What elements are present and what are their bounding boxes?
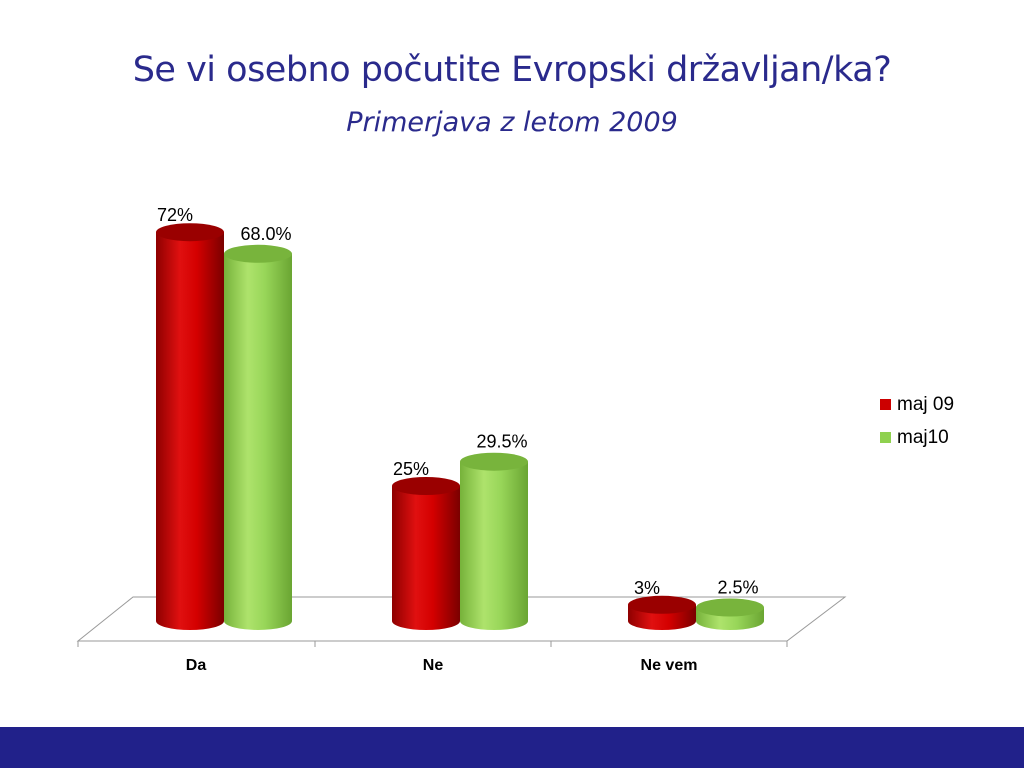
legend-item-maj-09: maj 09 xyxy=(880,388,954,421)
data-label: 68.0% xyxy=(240,224,291,244)
bar-body xyxy=(224,253,292,630)
bar-top xyxy=(628,595,696,614)
bar-body xyxy=(460,461,528,630)
data-label: 2.5% xyxy=(717,578,758,598)
bar-top xyxy=(696,598,764,617)
chart-subtitle: Primerjava z letom 2009 xyxy=(346,107,678,138)
bar-top xyxy=(224,244,292,263)
bar-body xyxy=(156,232,224,630)
bar-top xyxy=(156,223,224,242)
legend-swatch-maj-09 xyxy=(880,399,891,410)
legend-label: maj10 xyxy=(897,426,949,448)
data-label: 72% xyxy=(157,205,193,225)
data-label: 29.5% xyxy=(476,432,527,452)
bar-maj10-Ne xyxy=(460,452,528,630)
data-label: 25% xyxy=(393,459,429,479)
x-tick-label: Da xyxy=(186,657,207,674)
x-tick-label: Ne vem xyxy=(641,657,698,674)
bar-chart: 72% 68.0% 25% 29.5% 3% 2.5% Da Ne Ne vem xyxy=(76,205,847,674)
bar-maj-09-Ne-vem xyxy=(628,595,696,630)
bar-maj10-Da xyxy=(224,244,292,630)
x-tick-label: Ne xyxy=(423,657,444,674)
legend-label: maj 09 xyxy=(897,393,955,415)
bar-maj10-Ne-vem xyxy=(696,598,764,630)
bar-top xyxy=(392,477,460,495)
legend-swatch-maj10 xyxy=(880,432,891,443)
bar-maj-09-Da xyxy=(156,223,224,630)
chart-legend: maj 09 maj10 xyxy=(880,388,954,454)
bar-maj-09-Ne xyxy=(392,477,460,630)
bar-body xyxy=(392,486,460,630)
legend-item-maj10: maj10 xyxy=(880,421,954,454)
data-label: 3% xyxy=(634,578,660,598)
bar-top xyxy=(460,452,528,471)
footer-band xyxy=(0,727,1024,768)
chart-title: Se vi osebno počutite Evropski državljan… xyxy=(132,50,892,90)
